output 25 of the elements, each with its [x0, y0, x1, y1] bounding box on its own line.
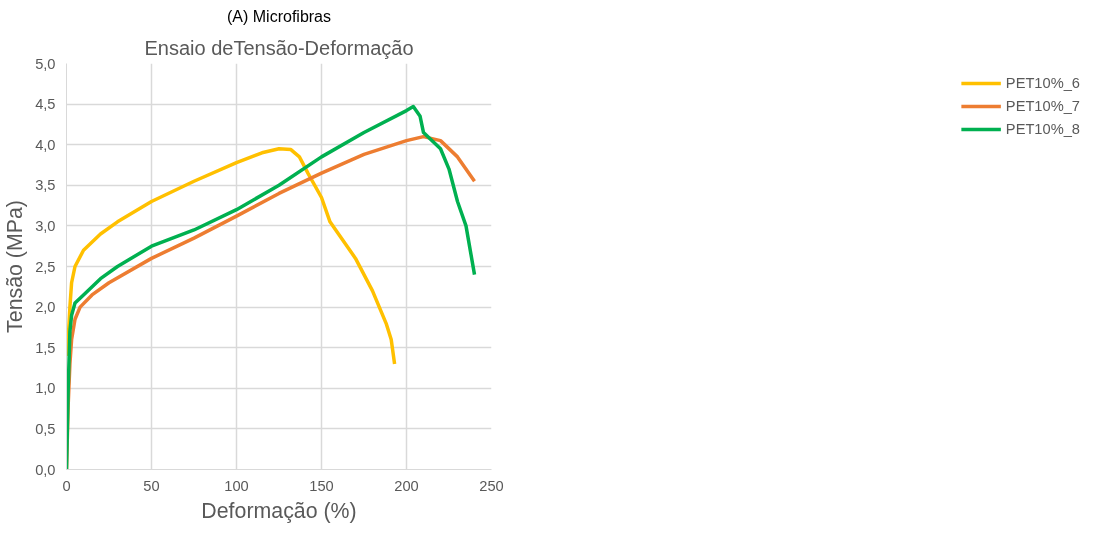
x-tick-label: 0	[62, 477, 71, 494]
y-tick-label: 2,0	[35, 299, 56, 316]
x-tick-label: 250	[479, 477, 504, 494]
legend-label: PET10%_7	[1005, 98, 1080, 114]
x-tick-label: 150	[309, 477, 334, 494]
y-tick-label: 4,5	[35, 96, 56, 113]
legend-label: PET10%_8	[1005, 121, 1080, 137]
x-tick-label: 100	[224, 477, 249, 494]
y-axis-title: Tensão (MPa)	[3, 200, 28, 333]
x-tick-label: 50	[143, 477, 160, 494]
y-tick-label: 4,0	[35, 136, 56, 153]
y-tick-label: 1,0	[35, 380, 56, 397]
y-tick-label: 3,0	[35, 217, 56, 234]
y-tick-label: 2,5	[35, 258, 56, 275]
chart-subtitle: Ensaio deTensão-Deformação	[144, 36, 414, 59]
y-tick-label: 1,5	[35, 339, 56, 356]
y-tick-label: 0,5	[35, 420, 56, 437]
legend-label: PET10%_6	[1005, 75, 1080, 91]
line-series	[66, 147, 397, 366]
x-axis-title: Deformação (%)	[201, 498, 357, 523]
y-tick-label: 0,0	[35, 461, 56, 478]
x-tick-label: 200	[394, 477, 419, 494]
y-tick-label: 3,5	[35, 177, 56, 194]
y-tick-label: 5,0	[35, 55, 56, 72]
chart-title: (A) Microfibras	[227, 7, 332, 25]
